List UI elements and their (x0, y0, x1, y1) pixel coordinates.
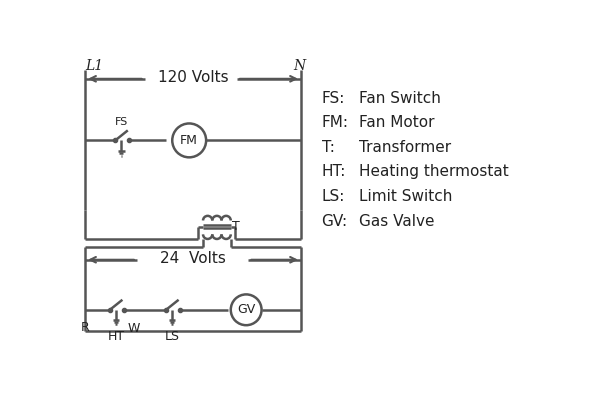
Text: Transformer: Transformer (359, 140, 451, 155)
Text: LS: LS (165, 330, 180, 343)
Text: HT:: HT: (322, 164, 346, 180)
Text: Heating thermostat: Heating thermostat (359, 164, 509, 180)
Text: Gas Valve: Gas Valve (359, 214, 434, 229)
Text: HT: HT (107, 330, 124, 343)
Text: R: R (81, 320, 90, 334)
Text: FM:: FM: (322, 115, 349, 130)
Text: Limit Switch: Limit Switch (359, 189, 452, 204)
Text: FM: FM (181, 134, 198, 147)
Text: GV: GV (237, 303, 255, 316)
Text: 24  Volts: 24 Volts (160, 251, 226, 266)
Text: T: T (232, 220, 240, 233)
Text: W: W (127, 322, 140, 335)
Text: N: N (293, 59, 305, 73)
Text: FS: FS (115, 117, 129, 127)
Text: Fan Switch: Fan Switch (359, 90, 441, 106)
Text: FS:: FS: (322, 90, 345, 106)
Text: 120 Volts: 120 Volts (158, 70, 228, 84)
Text: L1: L1 (85, 59, 103, 73)
Text: GV:: GV: (322, 214, 348, 229)
Text: LS:: LS: (322, 189, 345, 204)
Text: Fan Motor: Fan Motor (359, 115, 434, 130)
Text: T:: T: (322, 140, 335, 155)
